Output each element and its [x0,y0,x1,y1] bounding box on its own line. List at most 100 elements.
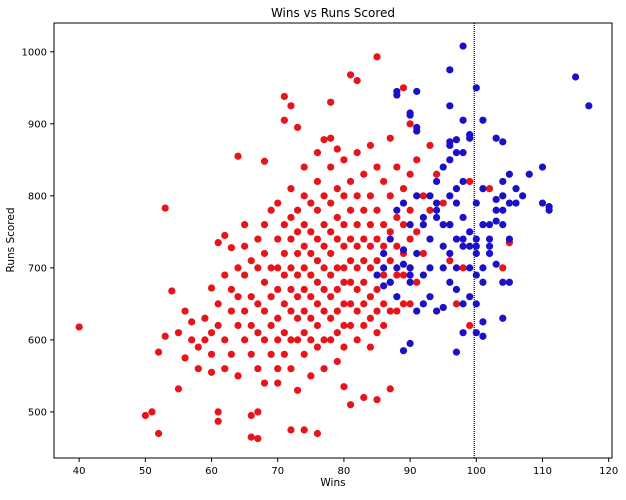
data-point-cluster-blue [446,278,454,286]
x-axis: 40 50 60 70 80 90 100 110 120 [73,458,618,477]
data-point-cluster-blue [519,192,527,200]
data-point-cluster-red [353,192,361,200]
data-point-cluster-blue [452,285,461,294]
data-point-cluster-red [439,199,447,207]
data-point-cluster-red [373,235,381,243]
data-point-cluster-red [327,314,335,322]
data-point-cluster-blue [439,221,447,229]
data-point-cluster-red [346,206,355,214]
data-point-cluster-red [419,192,427,200]
data-point-cluster-blue [452,348,461,356]
data-point-cluster-blue [472,329,480,337]
data-point-cluster-red [393,163,401,171]
data-point-cluster-red [313,429,322,438]
data-point-cluster-red [293,336,302,344]
data-point-cluster-red [333,235,341,243]
data-point-cluster-red [254,329,262,337]
data-point-cluster-blue [492,134,500,142]
data-point-cluster-red [274,199,282,207]
data-point-cluster-red [426,141,434,150]
data-point-cluster-red [221,365,229,373]
data-point-cluster-red [280,92,288,101]
data-point-cluster-blue [505,235,514,243]
data-point-cluster-red [300,221,308,229]
data-point-cluster-red [466,177,474,186]
data-point-cluster-red [327,293,335,301]
data-point-cluster-red [194,343,202,351]
data-point-cluster-red [333,185,341,193]
data-point-cluster-blue [466,228,474,236]
data-point-cluster-red [399,84,408,92]
data-point-cluster-blue [432,213,441,222]
data-point-cluster-red [320,136,328,144]
data-point-cluster-red [287,185,295,193]
data-point-cluster-red [340,321,348,330]
data-point-cluster-red [340,264,348,272]
data-point-cluster-red [399,185,408,193]
data-point-cluster-red [260,278,269,286]
data-point-cluster-red [267,206,275,214]
data-point-cluster-blue [419,221,427,229]
data-point-cluster-red [148,408,156,416]
data-point-cluster-red [227,307,235,315]
data-point-cluster-red [459,264,467,272]
data-point-cluster-red [380,242,388,250]
data-point-cluster-red [254,300,262,308]
data-point-cluster-red [300,285,308,294]
data-point-cluster-red [366,343,374,351]
data-point-cluster-red [254,264,262,272]
data-point-cluster-blue [492,195,500,204]
data-point-cluster-blue [393,293,401,301]
data-point-cluster-blue [466,293,474,301]
data-point-cluster-blue [439,242,447,250]
data-point-cluster-red [247,411,255,420]
data-point-cluster-blue [538,163,547,171]
data-point-cluster-red [174,385,183,393]
data-point-cluster-red [267,293,275,301]
data-point-cluster-red [280,300,288,308]
data-point-cluster-red [287,264,295,272]
data-point-cluster-red [234,321,242,330]
data-point-cluster-red [320,285,328,294]
data-point-cluster-red [320,264,328,272]
data-point-cluster-red [313,343,322,351]
data-point-cluster-red [280,271,288,279]
data-point-cluster-red [346,177,355,186]
data-point-cluster-red [307,336,315,344]
data-point-cluster-red [346,235,355,243]
data-point-cluster-red [241,336,249,344]
data-point-cluster-red [413,278,421,286]
data-point-cluster-red [300,192,308,200]
data-point-cluster-red [221,231,229,240]
data-point-cluster-blue [585,102,593,110]
data-point-cluster-blue [492,260,500,268]
data-point-cluster-blue [512,199,520,207]
data-point-cluster-blue [380,264,388,272]
data-point-cluster-blue [479,278,487,286]
data-point-cluster-red [214,300,222,308]
data-point-cluster-red [300,329,308,337]
y-tick-label: 500 [28,407,47,418]
data-point-cluster-red [320,221,328,229]
data-point-cluster-blue [426,264,434,272]
data-point-cluster-red [267,350,275,358]
data-point-cluster-blue [479,332,487,340]
data-point-cluster-blue [479,264,487,272]
data-point-cluster-blue [399,347,408,355]
data-point-cluster-blue [413,307,421,315]
y-tick-label: 700 [28,263,47,274]
data-point-cluster-red [293,386,302,394]
data-point-cluster-red [327,98,335,106]
data-point-cluster-blue [413,87,421,96]
data-point-cluster-red [386,257,394,265]
data-point-cluster-red [254,434,262,443]
data-point-cluster-red [327,228,335,236]
data-point-cluster-blue [452,199,461,207]
data-point-cluster-red [241,307,249,315]
data-point-cluster-red [293,123,302,132]
data-point-cluster-blue [439,264,447,272]
data-point-cluster-red [333,213,341,222]
data-point-cluster-red [499,264,507,272]
data-point-cluster-blue [426,192,434,200]
data-point-cluster-blue [452,185,461,193]
